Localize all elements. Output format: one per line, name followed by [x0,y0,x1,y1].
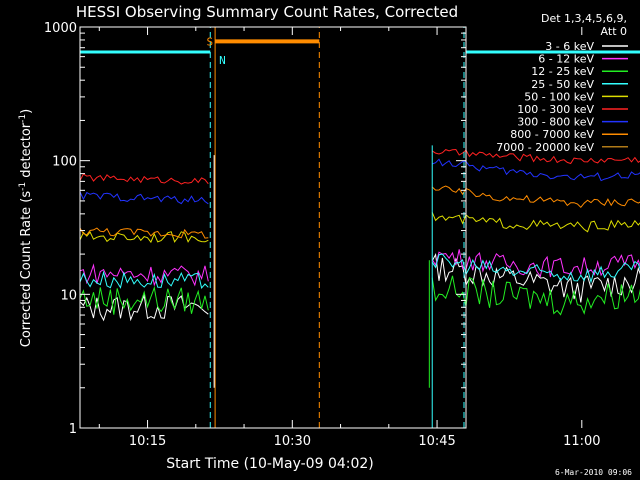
series-line [79,191,209,205]
x-tick-label: 10:15 [129,434,166,449]
legend-label: 7000 - 20000 keV [496,141,594,154]
chart-title: HESSI Observing Summary Count Rates, Cor… [76,3,458,21]
x-tick-label: 10:45 [418,434,455,449]
y-axis-label: Corrected Count Rate (s-1 detector-1) [18,109,34,347]
series-line [79,263,209,287]
series-line [431,212,640,233]
night-label: N [219,54,226,67]
y-tick-label: 100 [52,155,77,170]
y-tick-label: 10 [60,288,77,303]
x-axis-label: Start Time (10-May-09 04:02) [166,456,374,472]
y-tick-label: 1 [69,422,77,437]
x-tick-label: 11:00 [563,434,600,449]
legend-label: 800 - 7000 keV [510,128,594,141]
legend-label: 100 - 300 keV [517,103,594,116]
series-line [431,275,640,316]
legend-header-1: Det 1,3,4,5,6,9, [541,12,627,25]
legend-header-2: Att 0 [601,25,627,38]
series-line [431,252,640,303]
series-line [79,173,209,185]
series-line [432,158,640,182]
series-line [79,231,209,244]
marker-layer: SN [80,27,640,428]
series-line [431,249,640,278]
series-line [79,227,209,239]
legend-label: 300 - 800 keV [517,116,594,129]
legend-label: 6 - 12 keV [538,53,594,66]
legend-label: 50 - 100 keV [524,90,594,103]
series-line [79,293,209,322]
series-line [79,285,209,315]
series-line [431,148,640,165]
y-tick-label: 1000 [44,21,77,36]
series-line [431,253,640,284]
x-tick-label: 10:30 [274,434,311,449]
saa-label: S [206,35,213,48]
series-layer [79,148,640,322]
series-line [79,270,209,289]
legend-label: 3 - 6 keV [545,40,594,53]
legend-label: 12 - 25 keV [531,65,594,78]
series-line [431,185,640,209]
legend-label: 25 - 50 keV [531,78,594,91]
plot-frame [79,26,467,429]
footer-date: 6-Mar-2010 09:06 [555,468,632,477]
